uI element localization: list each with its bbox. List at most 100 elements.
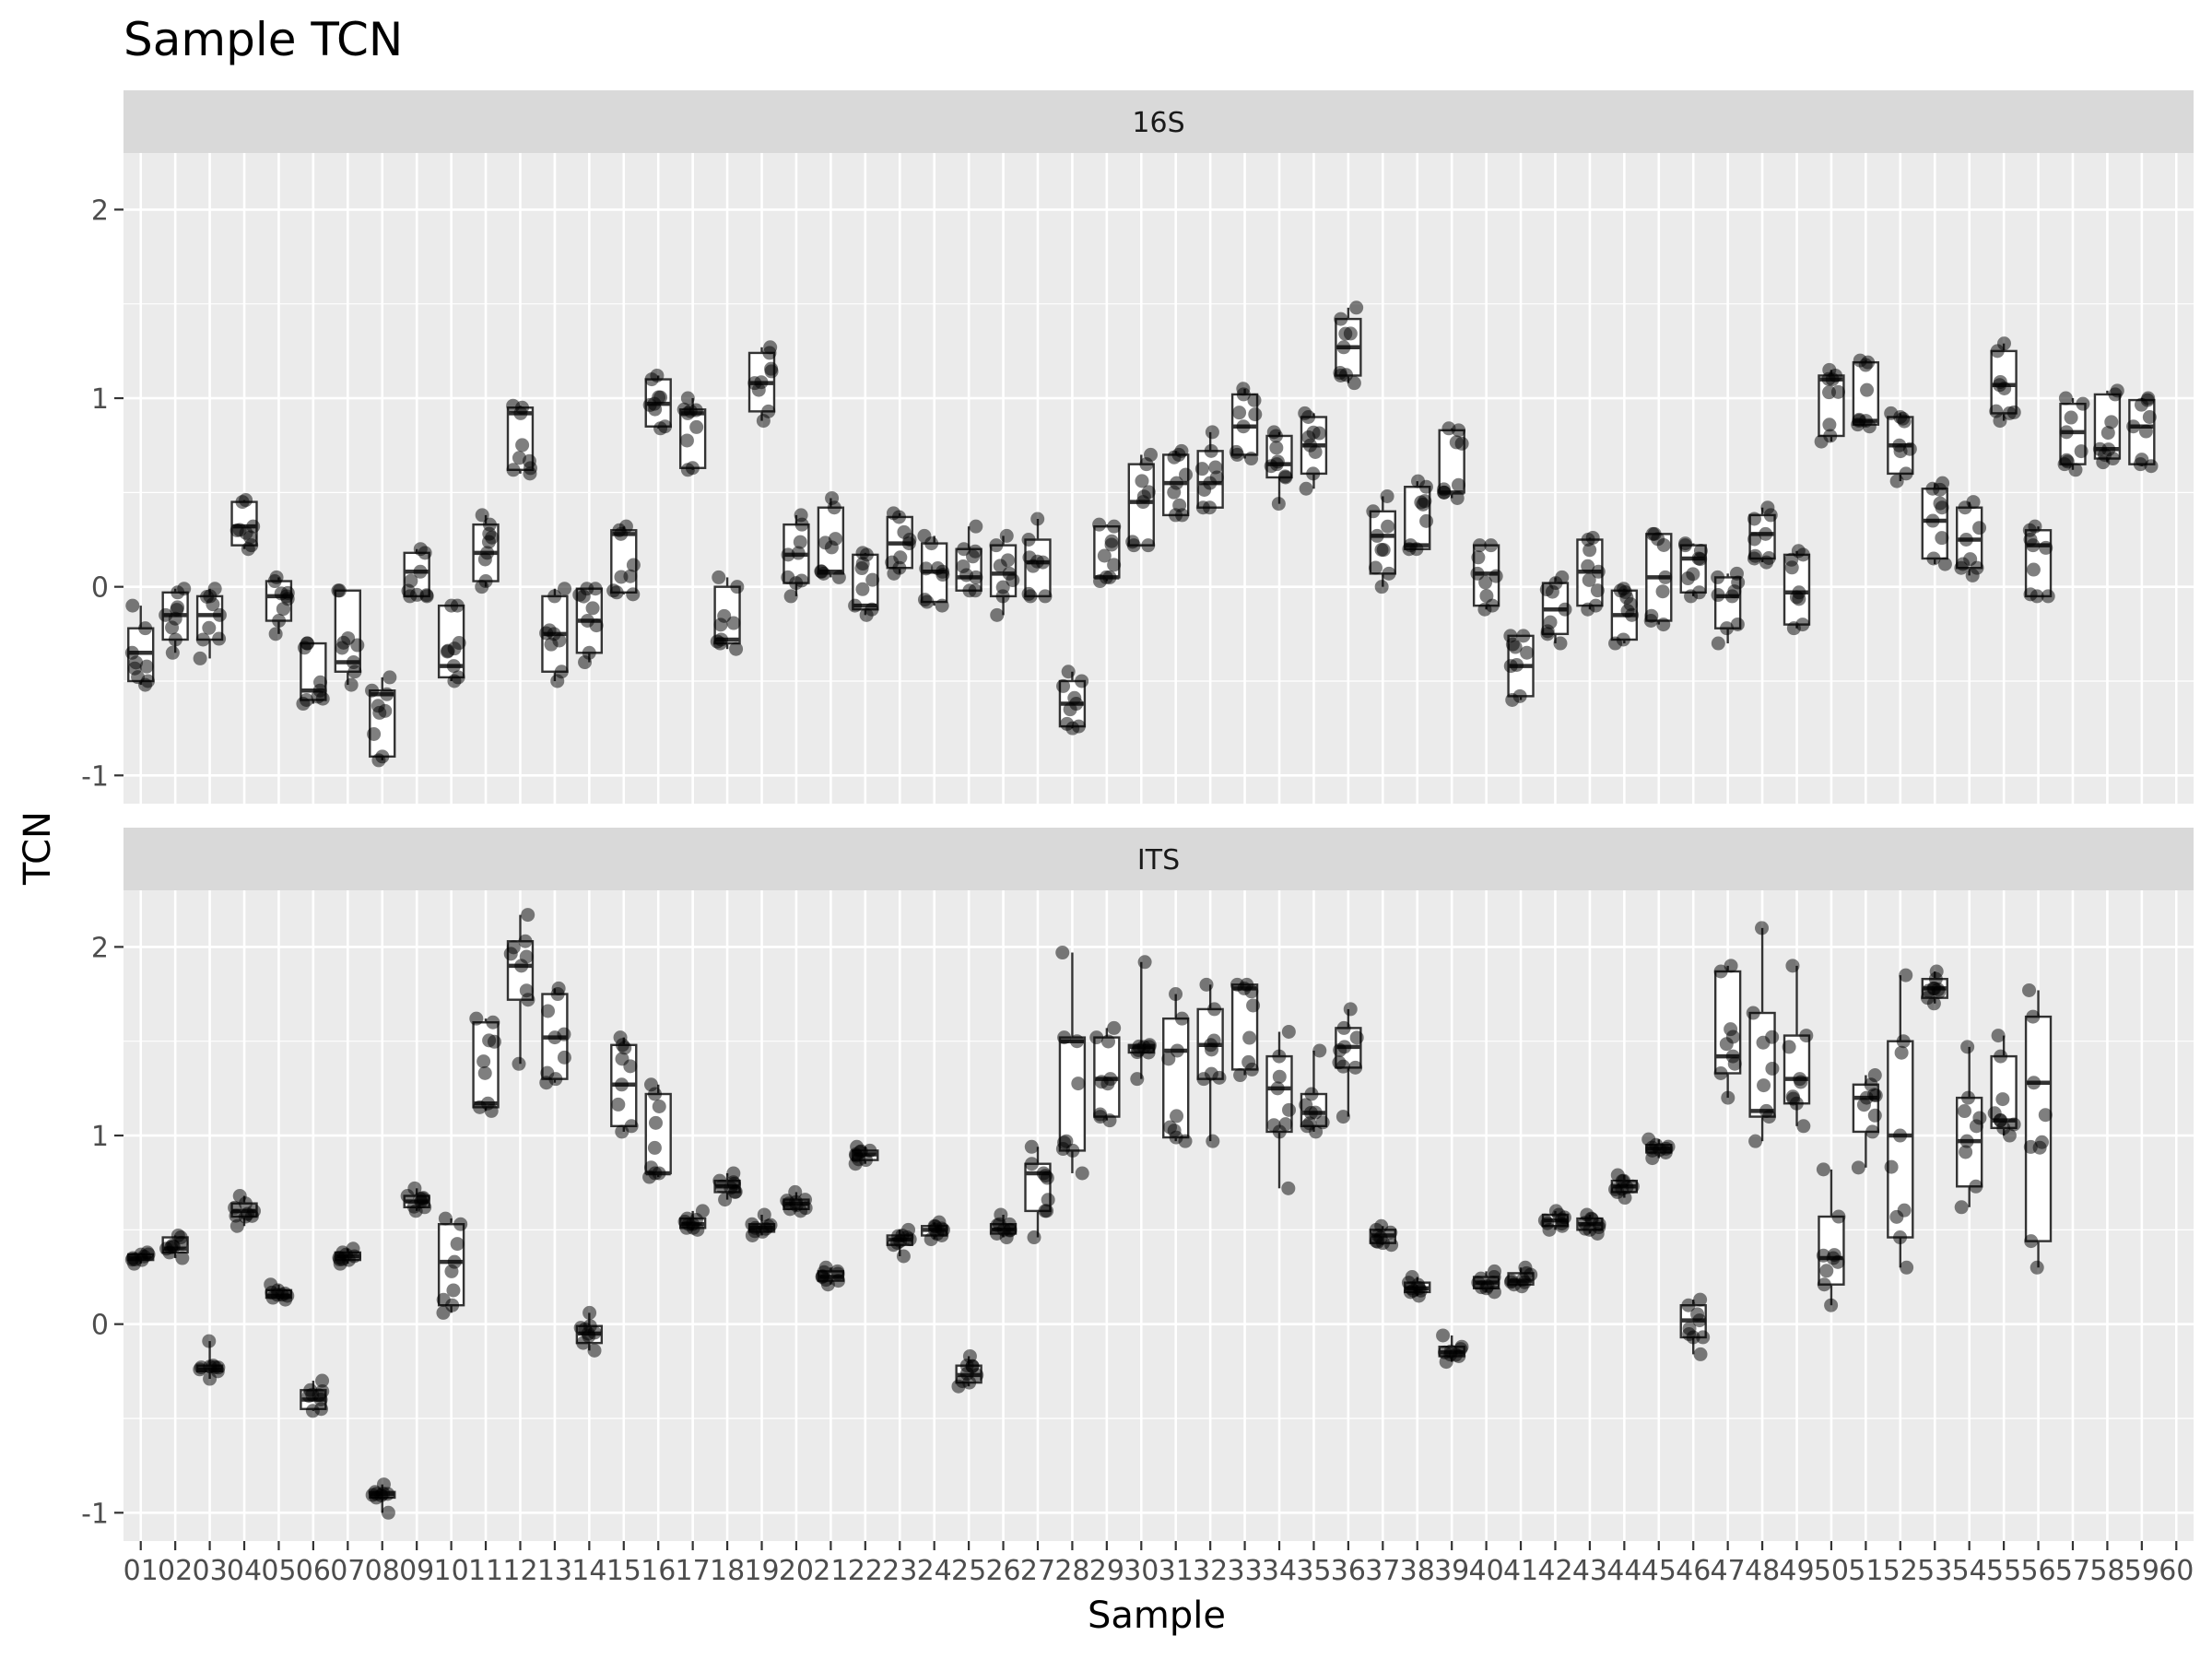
data-point	[685, 461, 700, 476]
data-point	[1711, 588, 1725, 603]
data-point	[1071, 1077, 1086, 1091]
data-point	[1558, 602, 1572, 617]
data-point	[1132, 1039, 1147, 1053]
box-48	[1747, 500, 1778, 570]
box-36	[1333, 300, 1364, 391]
data-point	[1711, 636, 1725, 651]
x-tick-label: 34	[1262, 1555, 1297, 1587]
data-point	[447, 641, 462, 656]
box-33	[1229, 382, 1263, 466]
data-point	[760, 1218, 775, 1233]
x-tick-label: 03	[192, 1555, 227, 1587]
data-point	[1472, 538, 1487, 553]
x-tick-label: 32	[1193, 1555, 1228, 1587]
x-tick-label: 57	[2055, 1555, 2090, 1587]
data-point	[547, 589, 562, 604]
data-point	[2023, 1139, 2038, 1154]
box-49	[1783, 544, 1811, 636]
data-point	[712, 570, 726, 584]
data-point	[2059, 425, 2074, 440]
data-point	[413, 542, 428, 557]
data-point	[1368, 560, 1382, 575]
data-point	[1889, 1209, 1904, 1224]
data-point	[1205, 425, 1219, 440]
data-point	[893, 550, 908, 565]
data-point	[1248, 407, 1263, 422]
data-point	[623, 1059, 638, 1074]
box-38	[1402, 474, 1434, 557]
box-21	[814, 490, 846, 584]
data-point	[726, 616, 741, 630]
data-point	[1785, 1089, 1800, 1104]
data-point	[1682, 1327, 1697, 1342]
data-point	[1419, 513, 1434, 528]
data-point	[718, 1193, 733, 1207]
x-tick-label: 27	[1020, 1555, 1055, 1587]
data-point	[788, 1184, 803, 1199]
data-point	[1207, 1002, 1222, 1017]
data-point	[1336, 340, 1351, 355]
data-point	[127, 1253, 142, 1267]
data-point	[557, 1050, 571, 1065]
data-point	[1724, 1022, 1738, 1037]
data-point	[315, 691, 330, 706]
data-point	[518, 934, 533, 948]
data-point	[919, 561, 934, 576]
data-point	[959, 568, 974, 582]
data-point	[202, 620, 217, 635]
data-point	[1242, 1030, 1257, 1045]
data-point	[1041, 1193, 1055, 1207]
data-point	[855, 582, 870, 596]
data-point	[1588, 598, 1603, 613]
data-point	[1900, 1260, 1914, 1275]
box-12	[503, 908, 535, 1071]
data-point	[544, 637, 559, 652]
box-13	[539, 981, 571, 1090]
box-02	[159, 582, 192, 660]
x-tick-label: 36	[1331, 1555, 1366, 1587]
box-30	[1127, 955, 1157, 1087]
data-point	[558, 582, 572, 596]
box-52	[1884, 406, 1917, 488]
data-point	[614, 570, 629, 584]
box-37	[1369, 1218, 1399, 1253]
data-point	[589, 618, 604, 633]
data-point	[650, 368, 665, 382]
data-point	[730, 580, 745, 594]
data-point	[512, 1056, 526, 1071]
box-20	[781, 508, 810, 604]
data-point	[1452, 477, 1466, 492]
data-point	[1590, 583, 1605, 598]
box-59	[2126, 391, 2159, 474]
data-point	[1030, 512, 1045, 526]
data-point	[2134, 397, 2148, 412]
data-point	[1374, 580, 1389, 594]
data-point	[1585, 530, 1600, 545]
data-point	[1136, 489, 1151, 504]
data-point	[438, 1211, 453, 1226]
y-tick-label: 0	[91, 1310, 109, 1342]
data-point	[1693, 552, 1708, 567]
data-point	[168, 611, 182, 626]
data-point	[1003, 1223, 1018, 1238]
data-point	[212, 607, 227, 622]
box-26	[989, 1207, 1018, 1245]
data-point	[2006, 405, 2021, 419]
data-point	[930, 560, 945, 575]
box-53	[1920, 964, 1948, 1011]
data-point	[406, 1199, 421, 1214]
data-point	[994, 1207, 1008, 1222]
data-point	[825, 490, 840, 505]
data-point	[1658, 570, 1673, 584]
data-point	[1505, 637, 1520, 652]
box-29	[1092, 517, 1122, 589]
data-point	[1302, 1116, 1317, 1131]
box-24	[921, 1215, 950, 1247]
data-point	[1899, 968, 1913, 982]
data-point	[1954, 1200, 1969, 1215]
data-point	[272, 614, 287, 629]
data-point	[539, 626, 554, 641]
x-tick-label: 58	[2089, 1555, 2124, 1587]
box-35	[1298, 406, 1328, 496]
data-point	[1995, 1092, 2010, 1107]
